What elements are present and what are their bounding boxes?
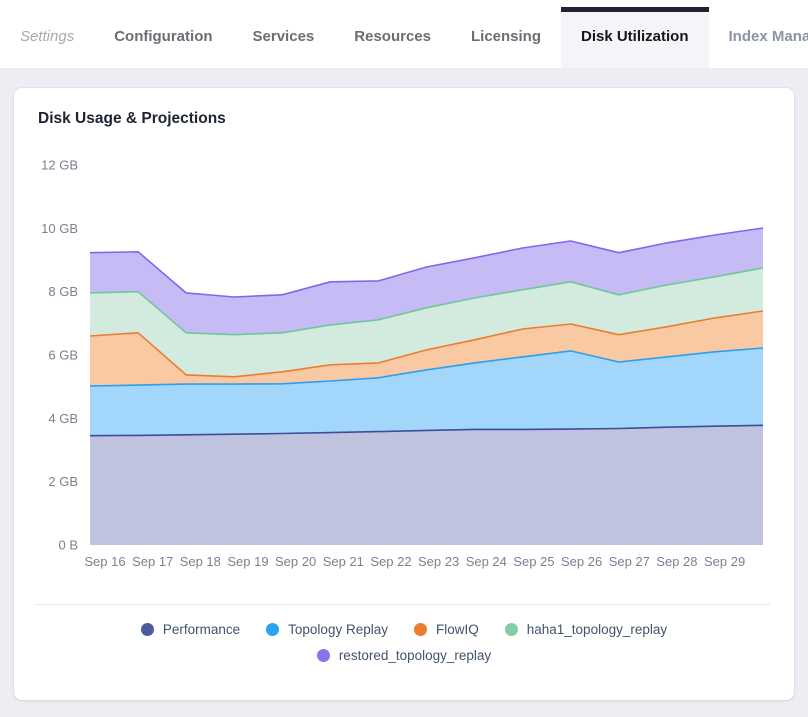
area-band-3[interactable] xyxy=(90,267,763,377)
topology-replay-dot-icon xyxy=(266,623,280,636)
x-tick-label: Sep 28 xyxy=(656,554,697,569)
chart-legend: Performance Topology Replay FlowIQ haha1… xyxy=(14,622,794,663)
x-tick-label: Sep 16 xyxy=(84,554,125,569)
area-line-4 xyxy=(89,227,764,298)
x-tick-label: Sep 17 xyxy=(132,554,173,569)
x-tick-label: Sep 23 xyxy=(418,554,459,569)
x-tick-label: Sep 25 xyxy=(513,554,554,569)
tab-bar: Settings Configuration Services Resource… xyxy=(0,0,808,68)
y-tick-label: 0 B xyxy=(58,538,78,553)
tab-disk-utilization[interactable]: Disk Utilization xyxy=(561,0,709,68)
y-tick-label: 2 GB xyxy=(48,474,78,489)
tab-licensing[interactable]: Licensing xyxy=(470,28,541,45)
tab-configuration[interactable]: Configuration xyxy=(114,28,213,45)
x-tick-label: Sep 29 xyxy=(704,554,745,569)
legend-label: Performance xyxy=(162,622,241,637)
area-line-0 xyxy=(89,424,764,437)
area-band-1[interactable] xyxy=(90,348,763,436)
legend-item-haha1-topology-replay[interactable]: haha1_topology_replay xyxy=(504,622,668,637)
legend-item-restored-topology-replay[interactable]: restored_topology_replay xyxy=(316,648,492,663)
x-tick-label: Sep 26 xyxy=(561,554,602,569)
legend-label: Topology Replay xyxy=(288,622,388,637)
legend-row-1: Performance Topology Replay FlowIQ haha1… xyxy=(140,622,668,637)
area-line-3 xyxy=(89,267,764,336)
legend-item-performance[interactable]: Performance xyxy=(140,622,241,637)
legend-row-2: restored_topology_replay xyxy=(316,648,492,663)
legend-label: FlowIQ xyxy=(435,622,479,637)
disk-usage-card: Disk Usage & Projections 0 B 2 GB 4 GB 6 GB… xyxy=(14,88,794,700)
area-band-0[interactable] xyxy=(90,425,763,545)
disk-usage-area-chart[interactable]: 0 B 2 GB 4 GB 6 GB 8 GB 10 GB 12 GB Sep 16 Sep 1… xyxy=(0,140,808,585)
page-title: Disk Usage & Projections xyxy=(38,110,226,127)
performance-dot-icon xyxy=(140,623,154,636)
restored-topology-replay-dot-icon xyxy=(316,649,330,662)
tab-resources[interactable]: Resources xyxy=(354,28,431,45)
x-tick-label: Sep 21 xyxy=(323,554,364,569)
x-tick-label: Sep 19 xyxy=(227,554,268,569)
y-tick-label: 6 GB xyxy=(48,348,78,363)
x-tick-label: Sep 18 xyxy=(180,554,221,569)
x-tick-label: Sep 22 xyxy=(370,554,411,569)
tab-index-management[interactable]: Index Mana xyxy=(728,28,808,45)
legend-label: restored_topology_replay xyxy=(338,648,492,663)
legend-label: haha1_topology_replay xyxy=(526,622,668,637)
tab-services[interactable]: Services xyxy=(252,28,315,45)
area-line-1 xyxy=(89,347,764,387)
x-tick-label: Sep 24 xyxy=(466,554,507,569)
y-tick-label: 8 GB xyxy=(48,284,78,299)
tab-settings[interactable]: Settings xyxy=(20,28,75,45)
y-tick-label: 12 GB xyxy=(41,158,78,173)
legend-divider xyxy=(36,604,770,605)
x-tick-label: Sep 27 xyxy=(609,554,650,569)
area-line-2 xyxy=(89,310,764,378)
legend-item-flowiq[interactable]: FlowIQ xyxy=(413,622,479,637)
x-tick-label: Sep 20 xyxy=(275,554,316,569)
haha1-topology-replay-dot-icon xyxy=(504,623,518,636)
flowiq-dot-icon xyxy=(413,623,427,636)
y-tick-label: 10 GB xyxy=(41,221,78,236)
legend-item-topology-replay[interactable]: Topology Replay xyxy=(266,622,388,637)
y-tick-label: 4 GB xyxy=(48,411,78,426)
area-band-4[interactable] xyxy=(90,228,763,335)
